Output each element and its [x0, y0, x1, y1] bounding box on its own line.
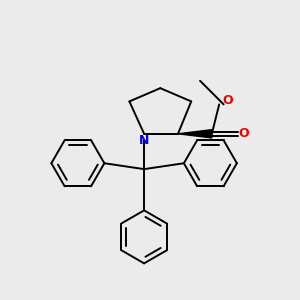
Text: N: N — [139, 134, 149, 147]
Polygon shape — [178, 130, 212, 138]
Text: O: O — [238, 127, 249, 140]
Text: O: O — [222, 94, 233, 107]
